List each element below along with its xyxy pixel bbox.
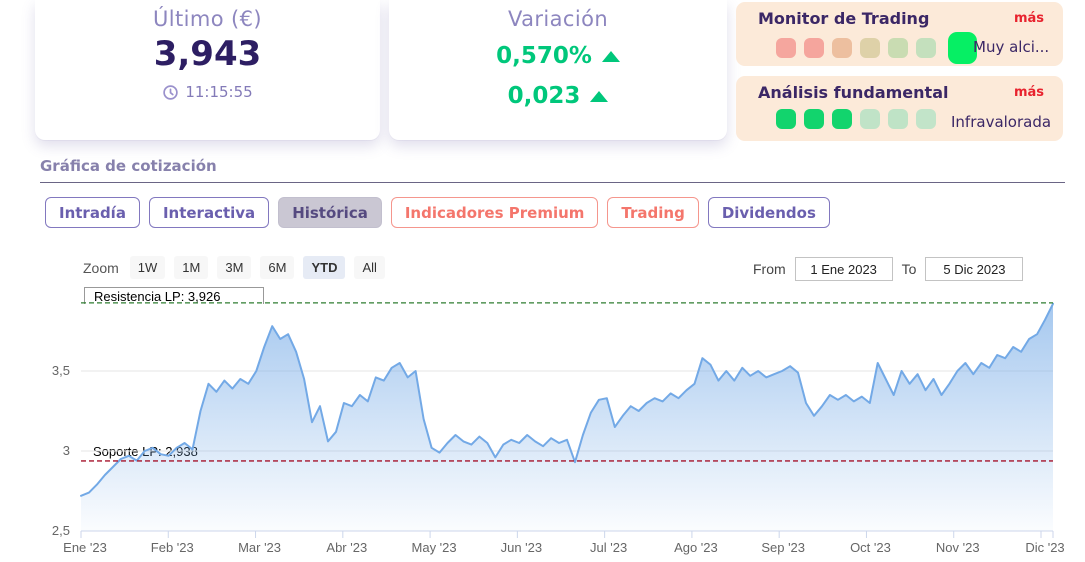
tab-intradia[interactable]: Intradía <box>45 197 140 228</box>
y-axis-label: 2,5 <box>52 523 70 538</box>
last-price-time: 11:15:55 <box>185 83 253 101</box>
from-date-input[interactable] <box>794 257 893 281</box>
price-area-chart[interactable]: 2,5 3 3,5 Ene '23 Feb '23 Mar '23 Abr '23 May '… <box>0 285 1085 562</box>
x-axis-label: May '23 <box>412 540 457 555</box>
sentiment-square <box>916 109 936 129</box>
sentiment-square <box>776 38 796 58</box>
zoom-button-1w[interactable]: 1W <box>129 256 166 279</box>
trading-monitor-panel: Monitor de Trading más Muy alci... <box>736 2 1063 66</box>
sentiment-square <box>832 38 852 58</box>
fundamental-analysis-panel: Análisis fundamental más Infravalorada <box>736 76 1063 141</box>
x-axis-label: Sep '23 <box>761 540 805 555</box>
last-price-card: Último (€) 3,943 11:15:55 <box>35 0 380 140</box>
fundamental-analysis-scale <box>776 106 936 132</box>
tab-interactiva[interactable]: Interactiva <box>148 197 270 228</box>
variation-percent-row: 0,570% <box>389 43 727 69</box>
sentiment-square-selected <box>948 32 977 64</box>
sentiment-square <box>804 109 824 129</box>
trading-monitor-sentiment: Muy alci... <box>973 38 1050 56</box>
to-label: To <box>901 261 917 277</box>
zoom-button-3m[interactable]: 3M <box>217 256 252 279</box>
section-title: Gráfica de cotización <box>40 157 217 175</box>
from-label: From <box>753 261 786 277</box>
variation-title: Variación <box>507 7 609 31</box>
zoom-button-ytd[interactable]: YTD <box>303 256 346 279</box>
fundamental-analysis-verdict: Infravalorada <box>951 113 1052 131</box>
sentiment-square <box>888 109 908 129</box>
price-line <box>80 302 1054 497</box>
tab-historica[interactable]: Histórica <box>278 197 382 228</box>
y-axis-label: 3 <box>63 443 70 458</box>
zoom-controls: Zoom 1W 1M 3M 6M YTD All <box>83 256 385 279</box>
zoom-label: Zoom <box>83 259 119 276</box>
x-axis-label: Ene '23 <box>63 540 107 555</box>
fundamental-analysis-more-link[interactable]: más <box>1013 85 1044 100</box>
to-date-input[interactable] <box>925 257 1024 281</box>
variation-absolute-row: 0,023 <box>389 83 727 109</box>
variation-percent: 0,570% <box>496 43 592 69</box>
y-axis-label: 3,5 <box>52 363 70 378</box>
zoom-button-all[interactable]: All <box>354 256 385 279</box>
trading-monitor-more-link[interactable]: más <box>1013 11 1044 26</box>
sentiment-square <box>916 38 936 58</box>
clock-icon <box>162 84 179 101</box>
x-axis-label: Abr '23 <box>326 540 367 555</box>
x-axis-label: Oct '23 <box>850 540 891 555</box>
trading-monitor-title: Monitor de Trading <box>758 9 930 28</box>
section-divider <box>40 182 1065 183</box>
x-axis-label: Feb '23 <box>151 540 194 555</box>
sentiment-square <box>776 109 796 129</box>
sentiment-square <box>804 38 824 58</box>
price-area-fill <box>81 303 1053 531</box>
x-axis-label: Dic '23 <box>1025 540 1064 555</box>
sentiment-square <box>860 38 880 58</box>
variation-absolute: 0,023 <box>507 83 581 109</box>
last-price-title: Último (€) <box>153 7 262 31</box>
x-axis-label: Jul '23 <box>590 540 627 555</box>
x-axis-label: Jun '23 <box>501 540 543 555</box>
sentiment-square <box>860 109 880 129</box>
tab-indicadores-premium[interactable]: Indicadores Premium <box>390 197 599 228</box>
trading-monitor-scale <box>776 30 977 66</box>
zoom-button-6m[interactable]: 6M <box>260 256 295 279</box>
sentiment-square <box>832 109 852 129</box>
x-axis-label: Nov '23 <box>936 540 980 555</box>
zoom-button-1m[interactable]: 1M <box>174 256 209 279</box>
x-axis-label: Ago '23 <box>674 540 718 555</box>
last-price-time-row: 11:15:55 <box>35 83 380 101</box>
last-price-value: 3,943 <box>153 34 262 74</box>
variation-card: Variación 0,570% 0,023 <box>389 0 727 140</box>
arrow-up-icon <box>590 90 609 102</box>
chart-tabs: Intradía Interactiva Histórica Indicadores … <box>45 197 830 228</box>
arrow-up-icon <box>601 50 620 62</box>
resistance-plotline-label: Resistencia LP: 3,926 <box>84 287 264 304</box>
sentiment-square <box>888 38 908 58</box>
x-axis-label: Mar '23 <box>238 540 281 555</box>
date-range-controls: From To <box>753 257 1024 281</box>
tab-dividendos[interactable]: Dividendos <box>707 197 830 228</box>
tab-trading[interactable]: Trading <box>607 197 699 228</box>
fundamental-analysis-title: Análisis fundamental <box>758 83 949 102</box>
